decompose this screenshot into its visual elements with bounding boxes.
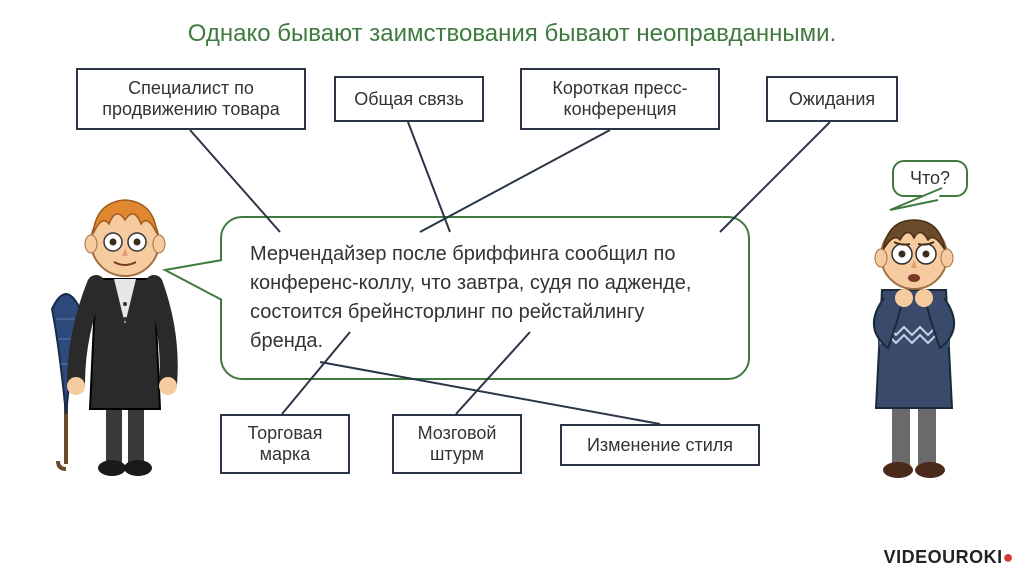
watermark-text: VIDEOUROKI — [884, 547, 1003, 567]
watermark: VIDEOUROKI● — [884, 547, 1014, 568]
top-box-0: Специалист по продвижению товара — [76, 68, 306, 130]
speech-bubble: Мерчендайзер после бриффинга сообщил по … — [220, 216, 750, 380]
question-bubble: Что? — [892, 160, 968, 197]
bottom-box-1: Мозговой штурм — [392, 414, 522, 474]
speech-text: Мерчендайзер после бриффинга сообщил по … — [250, 243, 691, 352]
character-right — [838, 208, 988, 498]
page-title: Однако бывают заимствования бывают неопр… — [0, 20, 1024, 48]
character-left — [36, 184, 186, 494]
question-text: Что? — [910, 168, 950, 188]
top-box-2: Короткая пресс- конференция — [520, 68, 720, 130]
bottom-box-2: Изменение стиля — [560, 424, 760, 466]
bottom-box-0: Торговая марка — [220, 414, 350, 474]
top-box-3: Ожидания — [766, 76, 898, 122]
top-box-1: Общая связь — [334, 76, 484, 122]
watermark-dot: ● — [1003, 547, 1014, 567]
